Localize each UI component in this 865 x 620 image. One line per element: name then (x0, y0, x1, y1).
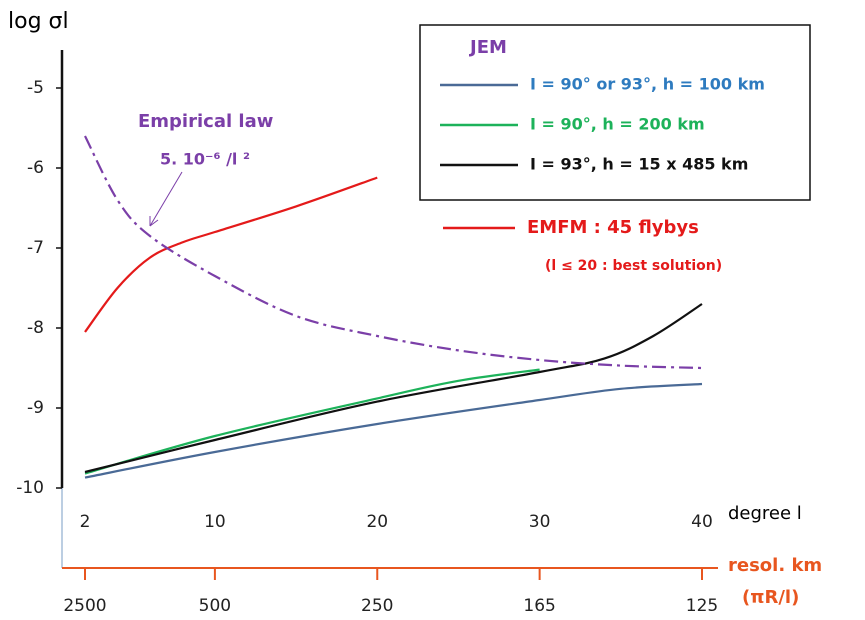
y-tick-label: -5 (27, 78, 44, 98)
y-axis-label: log σl (8, 9, 69, 34)
legend-box (419, 24, 811, 201)
series-line (84, 368, 540, 475)
annotation-arrowhead (149, 216, 159, 227)
x-tick-label: 10 (204, 512, 226, 532)
x-tick-label: 40 (691, 512, 713, 532)
y-tick-label: -10 (16, 478, 44, 498)
resolution-tick-label: 500 (199, 596, 231, 616)
y-tick-label: -6 (27, 158, 44, 178)
legend-label: I = 90°, h = 200 km (530, 115, 705, 134)
y-tick-label: -7 (27, 238, 44, 258)
resolution-tick-label: 2500 (63, 596, 106, 616)
empirical-label: Empirical law (138, 111, 273, 132)
annotation-arrow (149, 171, 183, 227)
legend-label: I = 93°, h = 15 x 485 km (530, 155, 748, 174)
resolution-tick-label: 125 (686, 596, 718, 616)
x-tick-label: 20 (366, 512, 388, 532)
series-line (84, 176, 378, 333)
x-tick-label: 2 (80, 512, 91, 532)
y-tick-label: -8 (27, 318, 44, 338)
legend-label: I = 90° or 93°, h = 100 km (530, 75, 765, 94)
resolution-label: resol. km (728, 555, 822, 576)
emfm-note: (l ≤ 20 : best solution) (545, 258, 722, 274)
y-tick-label: -9 (27, 398, 44, 418)
legend-label: EMFM : 45 flybys (527, 217, 699, 238)
series-line (84, 303, 703, 474)
series-line (84, 382, 703, 479)
resolution-tick-label: 165 (523, 596, 555, 616)
empirical-formula: 5. 10⁻⁶ /l ² (160, 150, 250, 169)
resolution-sublabel: (πR/l) (742, 587, 799, 608)
legend-title: JEM (468, 37, 507, 58)
resolution-tick-label: 250 (361, 596, 393, 616)
x-tick-label: 30 (529, 512, 551, 532)
x-axis-label: degree l (728, 503, 802, 524)
